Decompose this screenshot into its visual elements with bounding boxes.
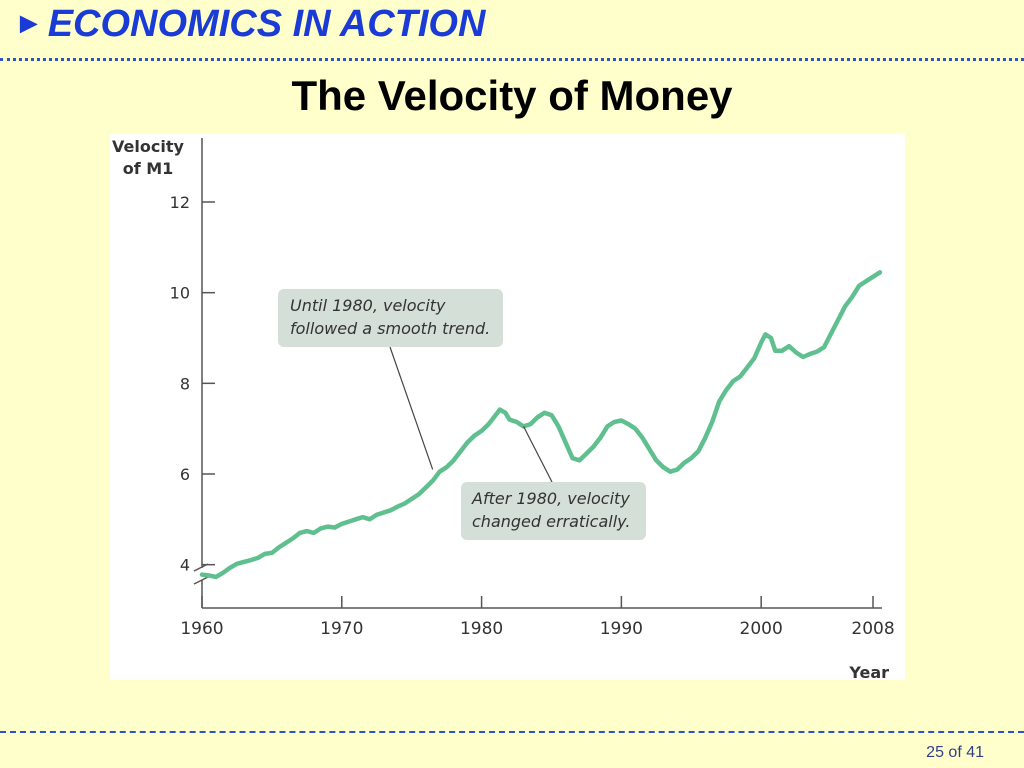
y-axis-title: Velocity [112,137,184,156]
velocity-chart: 4 6 8 10 12 1960 1970 1980 1990 2000 2008 Velocity o… [112,137,895,680]
x-tick-label: 1980 [460,619,503,639]
y-axis-title: of M1 [123,159,174,178]
callout-text: changed erratically. [472,512,630,531]
callout-box [461,482,646,540]
x-tick-label: 2008 [851,619,894,639]
callout-text: After 1980, velocity [471,489,630,508]
footer-divider [0,731,1024,733]
y-tick-label: 8 [180,374,190,393]
callout-leader-line [389,346,434,470]
x-axis-title: Year [848,663,889,680]
section-header-text: ECONOMICS IN ACTION [47,2,486,45]
callout-box [278,289,503,347]
x-tick-label: 2000 [740,619,783,639]
header-divider [0,58,1024,61]
chart-panel: 4 6 8 10 12 1960 1970 1980 1990 2000 2008 Velocity o… [110,134,905,680]
x-tick-label: 1990 [600,619,643,639]
axis-break-mark-lower [193,576,209,585]
section-header: ► ECONOMICS IN ACTION [14,0,485,48]
callout-text: Until 1980, velocity [290,296,446,315]
y-tick-label: 10 [170,284,190,303]
callout-leader-line [522,426,553,483]
velocity-series-line [199,270,883,580]
page-indicator: 25 of 41 [926,744,984,761]
y-tick-label: 12 [170,193,190,212]
slide-title: The Velocity of Money [291,72,733,119]
y-tick-label: 6 [180,465,190,484]
x-tick-label: 1960 [180,619,223,639]
play-arrow-icon: ► [14,7,44,40]
x-tick-label: 1970 [320,619,363,639]
callout-text: followed a smooth trend. [290,319,490,338]
y-tick-label: 4 [180,556,190,575]
